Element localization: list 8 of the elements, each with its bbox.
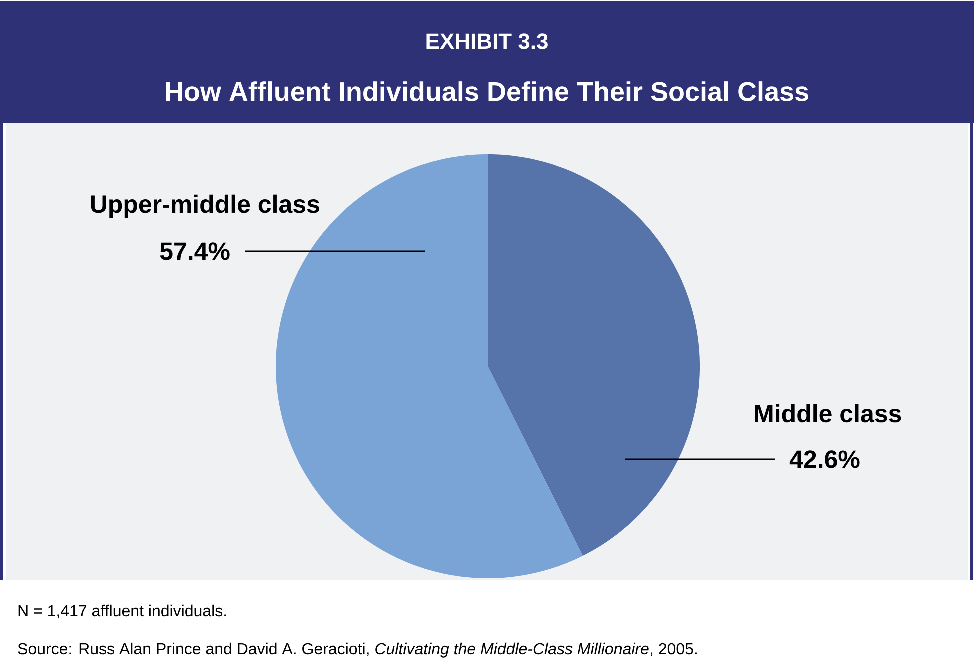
data-label: 57.4% [160,242,230,261]
text: N = 1,417 affluent individuals. [18,605,226,619]
chart-title: EXHIBIT 3.3 [426,34,548,50]
slice-label: Middle class [755,404,902,423]
chart-subtitle: How Affluent Individuals Define Their Social Class [166,82,808,102]
slice-label: Upper-middle class [91,195,320,218]
source-note: Source: Russ Alan Prince and David A. Geracioti, Cultivating the Middle-Class Millionaire, 2005. [18,643,697,658]
data-label: 42.6% [790,450,860,469]
